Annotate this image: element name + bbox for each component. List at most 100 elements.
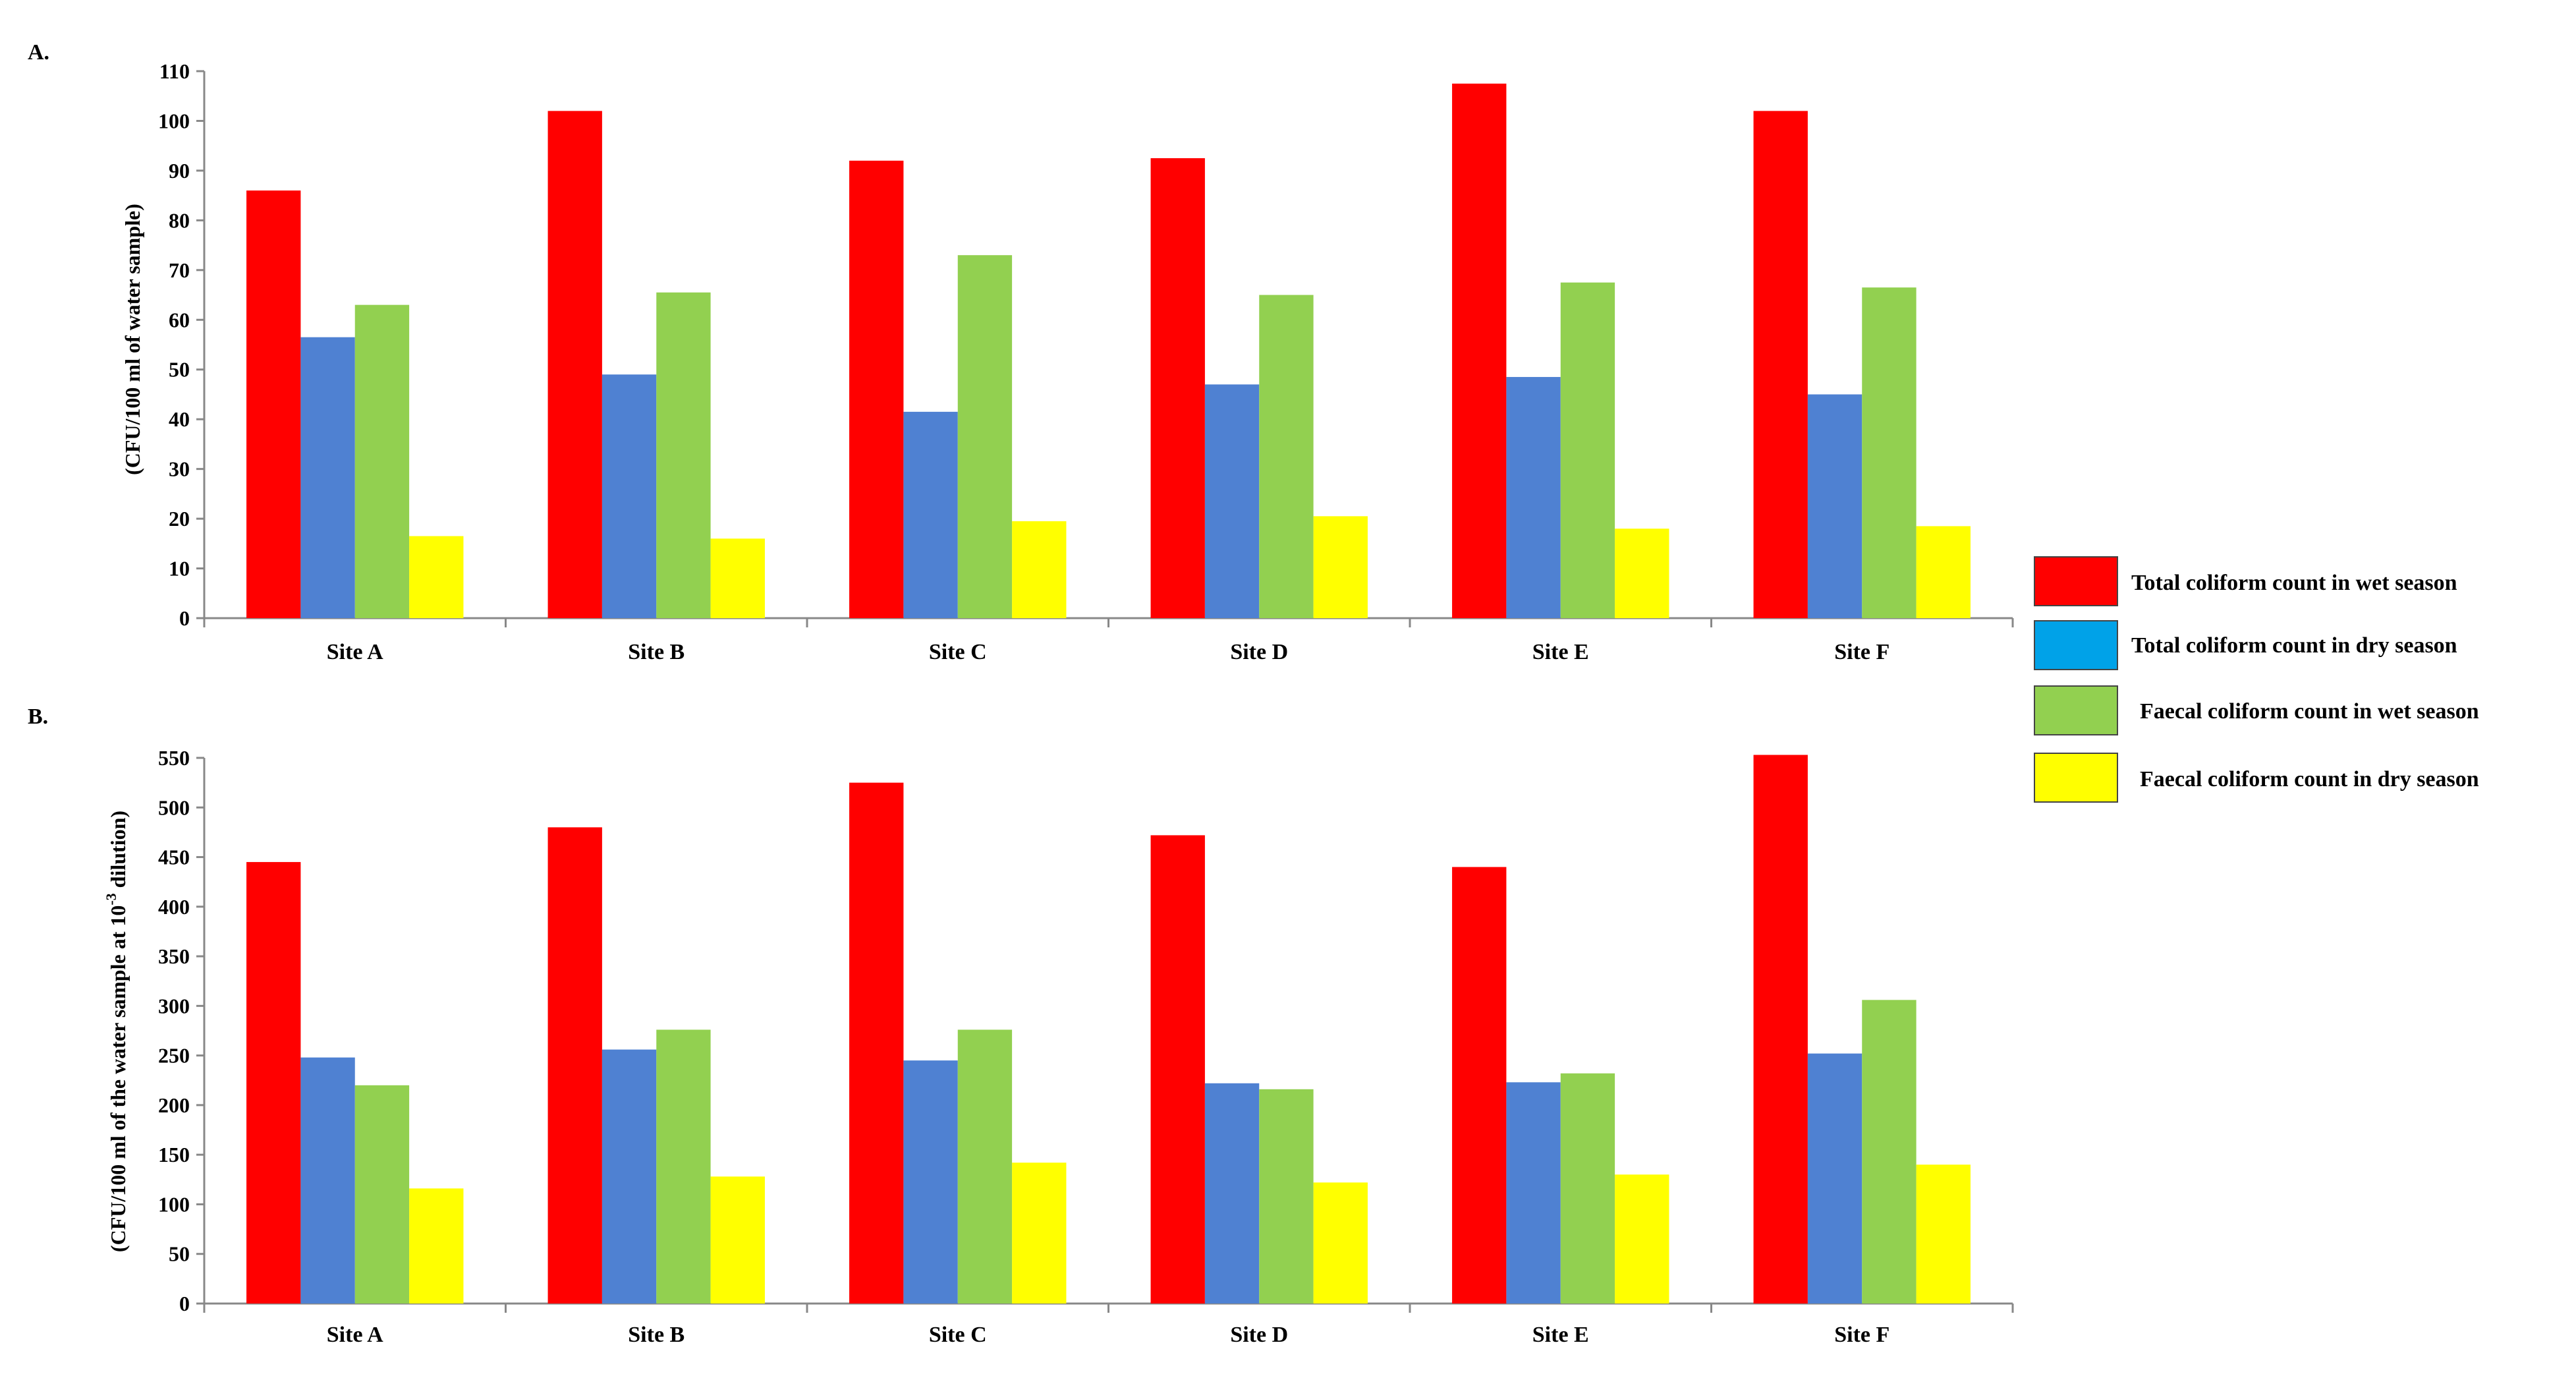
legend-label-dry-total: Total coliform count in dry season xyxy=(2131,633,2457,658)
bar-site-f-faecal-coliform-count-in-dry-season xyxy=(1916,1164,1971,1304)
bar-site-b-faecal-coliform-count-in-wet-season xyxy=(656,1029,711,1304)
bar-site-f-total-coliform-count-in-dry-season xyxy=(1807,1053,1862,1304)
bar-site-a-total-coliform-count-in-dry-season xyxy=(300,337,355,618)
bar-site-c-faecal-coliform-count-in-wet-season xyxy=(957,1029,1013,1304)
legend-swatch-wet-total xyxy=(2034,556,2118,606)
legend-label-dry-faecal: Faecal coliform count in dry season xyxy=(2140,767,2479,791)
bars-a xyxy=(246,83,1971,618)
legend-swatch-dry-faecal xyxy=(2034,753,2118,803)
bar-site-a-faecal-coliform-count-in-dry-season xyxy=(409,536,464,618)
bar-site-e-total-coliform-count-in-dry-season xyxy=(1506,1082,1561,1304)
x-category-label: Site A xyxy=(327,1323,383,1347)
bar-site-f-total-coliform-count-in-wet-season xyxy=(1753,755,1808,1304)
y-tick-label: 40 xyxy=(169,407,190,431)
bar-site-f-total-coliform-count-in-dry-season xyxy=(1807,394,1862,618)
y-tick-label: 400 xyxy=(158,895,190,919)
bar-site-e-total-coliform-count-in-dry-season xyxy=(1506,377,1561,618)
bar-site-e-faecal-coliform-count-in-dry-season xyxy=(1615,529,1669,618)
bar-site-e-total-coliform-count-in-wet-season xyxy=(1452,83,1507,618)
x-category-label: Site C xyxy=(929,1323,987,1347)
bar-site-f-faecal-coliform-count-in-wet-season xyxy=(1862,1000,1917,1304)
bar-site-a-faecal-coliform-count-in-wet-season xyxy=(354,1085,410,1304)
legend-label-wet-total: Total coliform count in wet season xyxy=(2131,571,2457,595)
bar-site-a-total-coliform-count-in-dry-season xyxy=(300,1057,355,1304)
bar-site-b-total-coliform-count-in-dry-season xyxy=(602,374,657,618)
y-tick-label: 110 xyxy=(159,59,190,83)
bar-site-e-total-coliform-count-in-wet-season xyxy=(1452,867,1507,1304)
legend-swatch-dry-total xyxy=(2034,620,2118,670)
x-category-label: Site B xyxy=(628,640,685,664)
x-category-label: Site E xyxy=(1532,1323,1589,1347)
bar-site-c-faecal-coliform-count-in-dry-season xyxy=(1012,1163,1067,1304)
panel-label-a: A. xyxy=(28,40,49,65)
y-tick-label: 70 xyxy=(169,258,190,282)
bar-site-c-faecal-coliform-count-in-wet-season xyxy=(957,255,1013,618)
y-tick-label: 50 xyxy=(169,358,190,382)
y-tick-label: 200 xyxy=(158,1093,190,1117)
x-category-label: Site D xyxy=(1230,1323,1288,1347)
y-tick-label: 0 xyxy=(179,606,190,630)
y-tick-label: 30 xyxy=(169,457,190,481)
y-tick-label: 150 xyxy=(158,1143,190,1166)
y-axis-label-b: (CFU/100 ml of the water sample at 10-3 … xyxy=(103,811,130,1252)
bar-site-d-total-coliform-count-in-wet-season xyxy=(1150,835,1205,1304)
y-tick-label: 300 xyxy=(158,994,190,1018)
y-tick-label: 90 xyxy=(169,159,190,183)
bar-site-b-total-coliform-count-in-dry-season xyxy=(602,1049,657,1304)
y-tick-label: 550 xyxy=(158,746,190,770)
bar-site-b-faecal-coliform-count-in-wet-season xyxy=(656,292,711,618)
bar-site-e-faecal-coliform-count-in-wet-season xyxy=(1560,1073,1615,1304)
bar-site-a-faecal-coliform-count-in-wet-season xyxy=(354,304,410,618)
bar-site-b-faecal-coliform-count-in-dry-season xyxy=(710,538,765,618)
panel-label-b: B. xyxy=(28,704,48,729)
y-tick-label: 60 xyxy=(169,308,190,331)
bar-site-a-faecal-coliform-count-in-dry-season xyxy=(409,1188,464,1304)
y-tick-label: 50 xyxy=(169,1242,190,1266)
bar-site-e-faecal-coliform-count-in-dry-season xyxy=(1615,1174,1669,1304)
bar-site-d-total-coliform-count-in-dry-season xyxy=(1204,1083,1260,1304)
bar-site-b-faecal-coliform-count-in-dry-season xyxy=(710,1176,765,1304)
bar-site-a-total-coliform-count-in-wet-season xyxy=(246,862,301,1304)
bar-site-f-faecal-coliform-count-in-dry-season xyxy=(1916,526,1971,618)
x-categories-b: Site A Site B Site C Site D Site E Site F xyxy=(327,1323,1890,1347)
y-tick-label: 80 xyxy=(169,208,190,232)
x-categories-a: Site A Site B Site C Site D Site E Site F xyxy=(327,640,1890,664)
legend: Total coliform count in wet season Total… xyxy=(2034,556,2479,803)
x-category-label: Site B xyxy=(628,1323,685,1347)
chart-panel-b: B. (CFU/100 ml of the water sample at 10… xyxy=(28,704,2014,1347)
y-axis-label-b-end: dilution) xyxy=(106,811,130,893)
y-tick-label: 450 xyxy=(158,846,190,869)
y-tick-label: 10 xyxy=(169,557,190,581)
bar-site-b-total-coliform-count-in-wet-season xyxy=(547,827,602,1304)
legend-swatch-wet-faecal xyxy=(2034,685,2118,735)
bar-site-c-total-coliform-count-in-wet-season xyxy=(849,782,904,1304)
x-category-label: Site A xyxy=(327,640,383,664)
x-category-label: Site F xyxy=(1834,1323,1890,1347)
bar-site-c-total-coliform-count-in-wet-season xyxy=(849,160,904,618)
y-axis-label-a: (CFU/100 ml of water sample) xyxy=(121,204,144,475)
y-tick-label: 250 xyxy=(158,1044,190,1068)
bar-site-b-total-coliform-count-in-wet-season xyxy=(547,111,602,618)
bar-site-c-faecal-coliform-count-in-dry-season xyxy=(1012,521,1067,618)
axes-b xyxy=(203,758,2014,1313)
y-ticks-a: 0 10 20 30 40 50 60 70 80 90 100 110 xyxy=(158,59,204,630)
bars-b xyxy=(246,755,1971,1304)
bar-site-d-total-coliform-count-in-wet-season xyxy=(1150,158,1205,618)
y-ticks-b: 0 50 100 150 200 250 300 350 400 450 500 550 xyxy=(158,746,204,1315)
y-axis-label-b-main: (CFU/100 ml of the water sample at 10 xyxy=(106,905,130,1252)
bar-site-c-total-coliform-count-in-dry-season xyxy=(903,411,958,618)
y-tick-label: 100 xyxy=(158,1192,190,1216)
bar-site-f-faecal-coliform-count-in-wet-season xyxy=(1862,287,1917,618)
y-tick-label: 500 xyxy=(158,795,190,819)
x-category-label: Site F xyxy=(1834,640,1890,664)
bar-site-a-total-coliform-count-in-wet-season xyxy=(246,190,301,618)
bar-site-f-total-coliform-count-in-wet-season xyxy=(1753,111,1808,618)
x-category-label: Site D xyxy=(1230,640,1288,664)
bar-site-d-faecal-coliform-count-in-wet-season xyxy=(1259,1089,1314,1304)
y-tick-label: 100 xyxy=(158,109,190,132)
y-tick-label: 0 xyxy=(179,1292,190,1315)
bar-site-d-faecal-coliform-count-in-dry-season xyxy=(1313,1182,1368,1304)
x-category-label: Site E xyxy=(1532,640,1589,664)
y-tick-label: 350 xyxy=(158,944,190,968)
